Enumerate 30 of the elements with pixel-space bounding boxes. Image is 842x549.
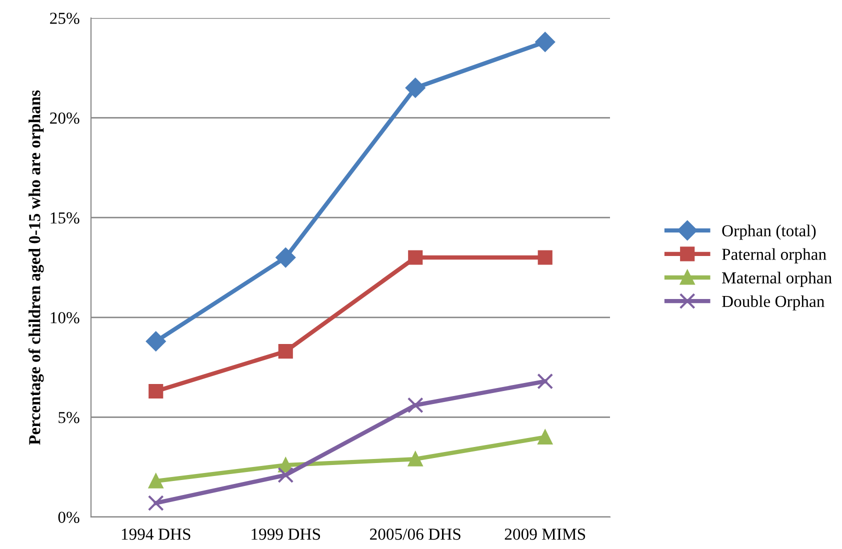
y-tick-label: 5% xyxy=(58,412,80,424)
legend-label: Double Orphan xyxy=(722,295,824,310)
point xyxy=(278,344,293,359)
x-tick-label: 1999 DHS xyxy=(252,528,320,540)
y-tick-label: 0% xyxy=(58,512,80,523)
x-tick-label: 2005/06 DHS xyxy=(370,528,460,540)
y-tick-label: 25% xyxy=(50,12,80,24)
y-tick-label: 10% xyxy=(50,312,80,324)
point xyxy=(407,397,424,414)
point xyxy=(408,250,423,265)
point xyxy=(538,250,552,265)
point xyxy=(535,32,556,52)
legend-label: Orphan (total) xyxy=(722,224,816,240)
point xyxy=(278,467,294,484)
point xyxy=(408,452,423,466)
x-tick-label: 1994 DHS xyxy=(122,528,190,540)
y-axis-title: Percentage of children aged 0-15 who are orphans xyxy=(28,90,44,445)
legend-label: Maternal orphan xyxy=(722,272,832,287)
legend-label: Paternal orphan xyxy=(722,248,826,264)
point xyxy=(537,373,554,390)
point xyxy=(148,474,164,488)
point xyxy=(276,248,296,268)
point xyxy=(148,495,164,512)
point xyxy=(148,384,164,399)
point xyxy=(405,78,426,98)
x-tick-label: 2009 MIMS xyxy=(504,528,586,540)
y-tick-label: 15% xyxy=(50,212,80,224)
point xyxy=(538,430,552,444)
point xyxy=(146,331,166,352)
y-tick-label: 20% xyxy=(50,112,80,124)
